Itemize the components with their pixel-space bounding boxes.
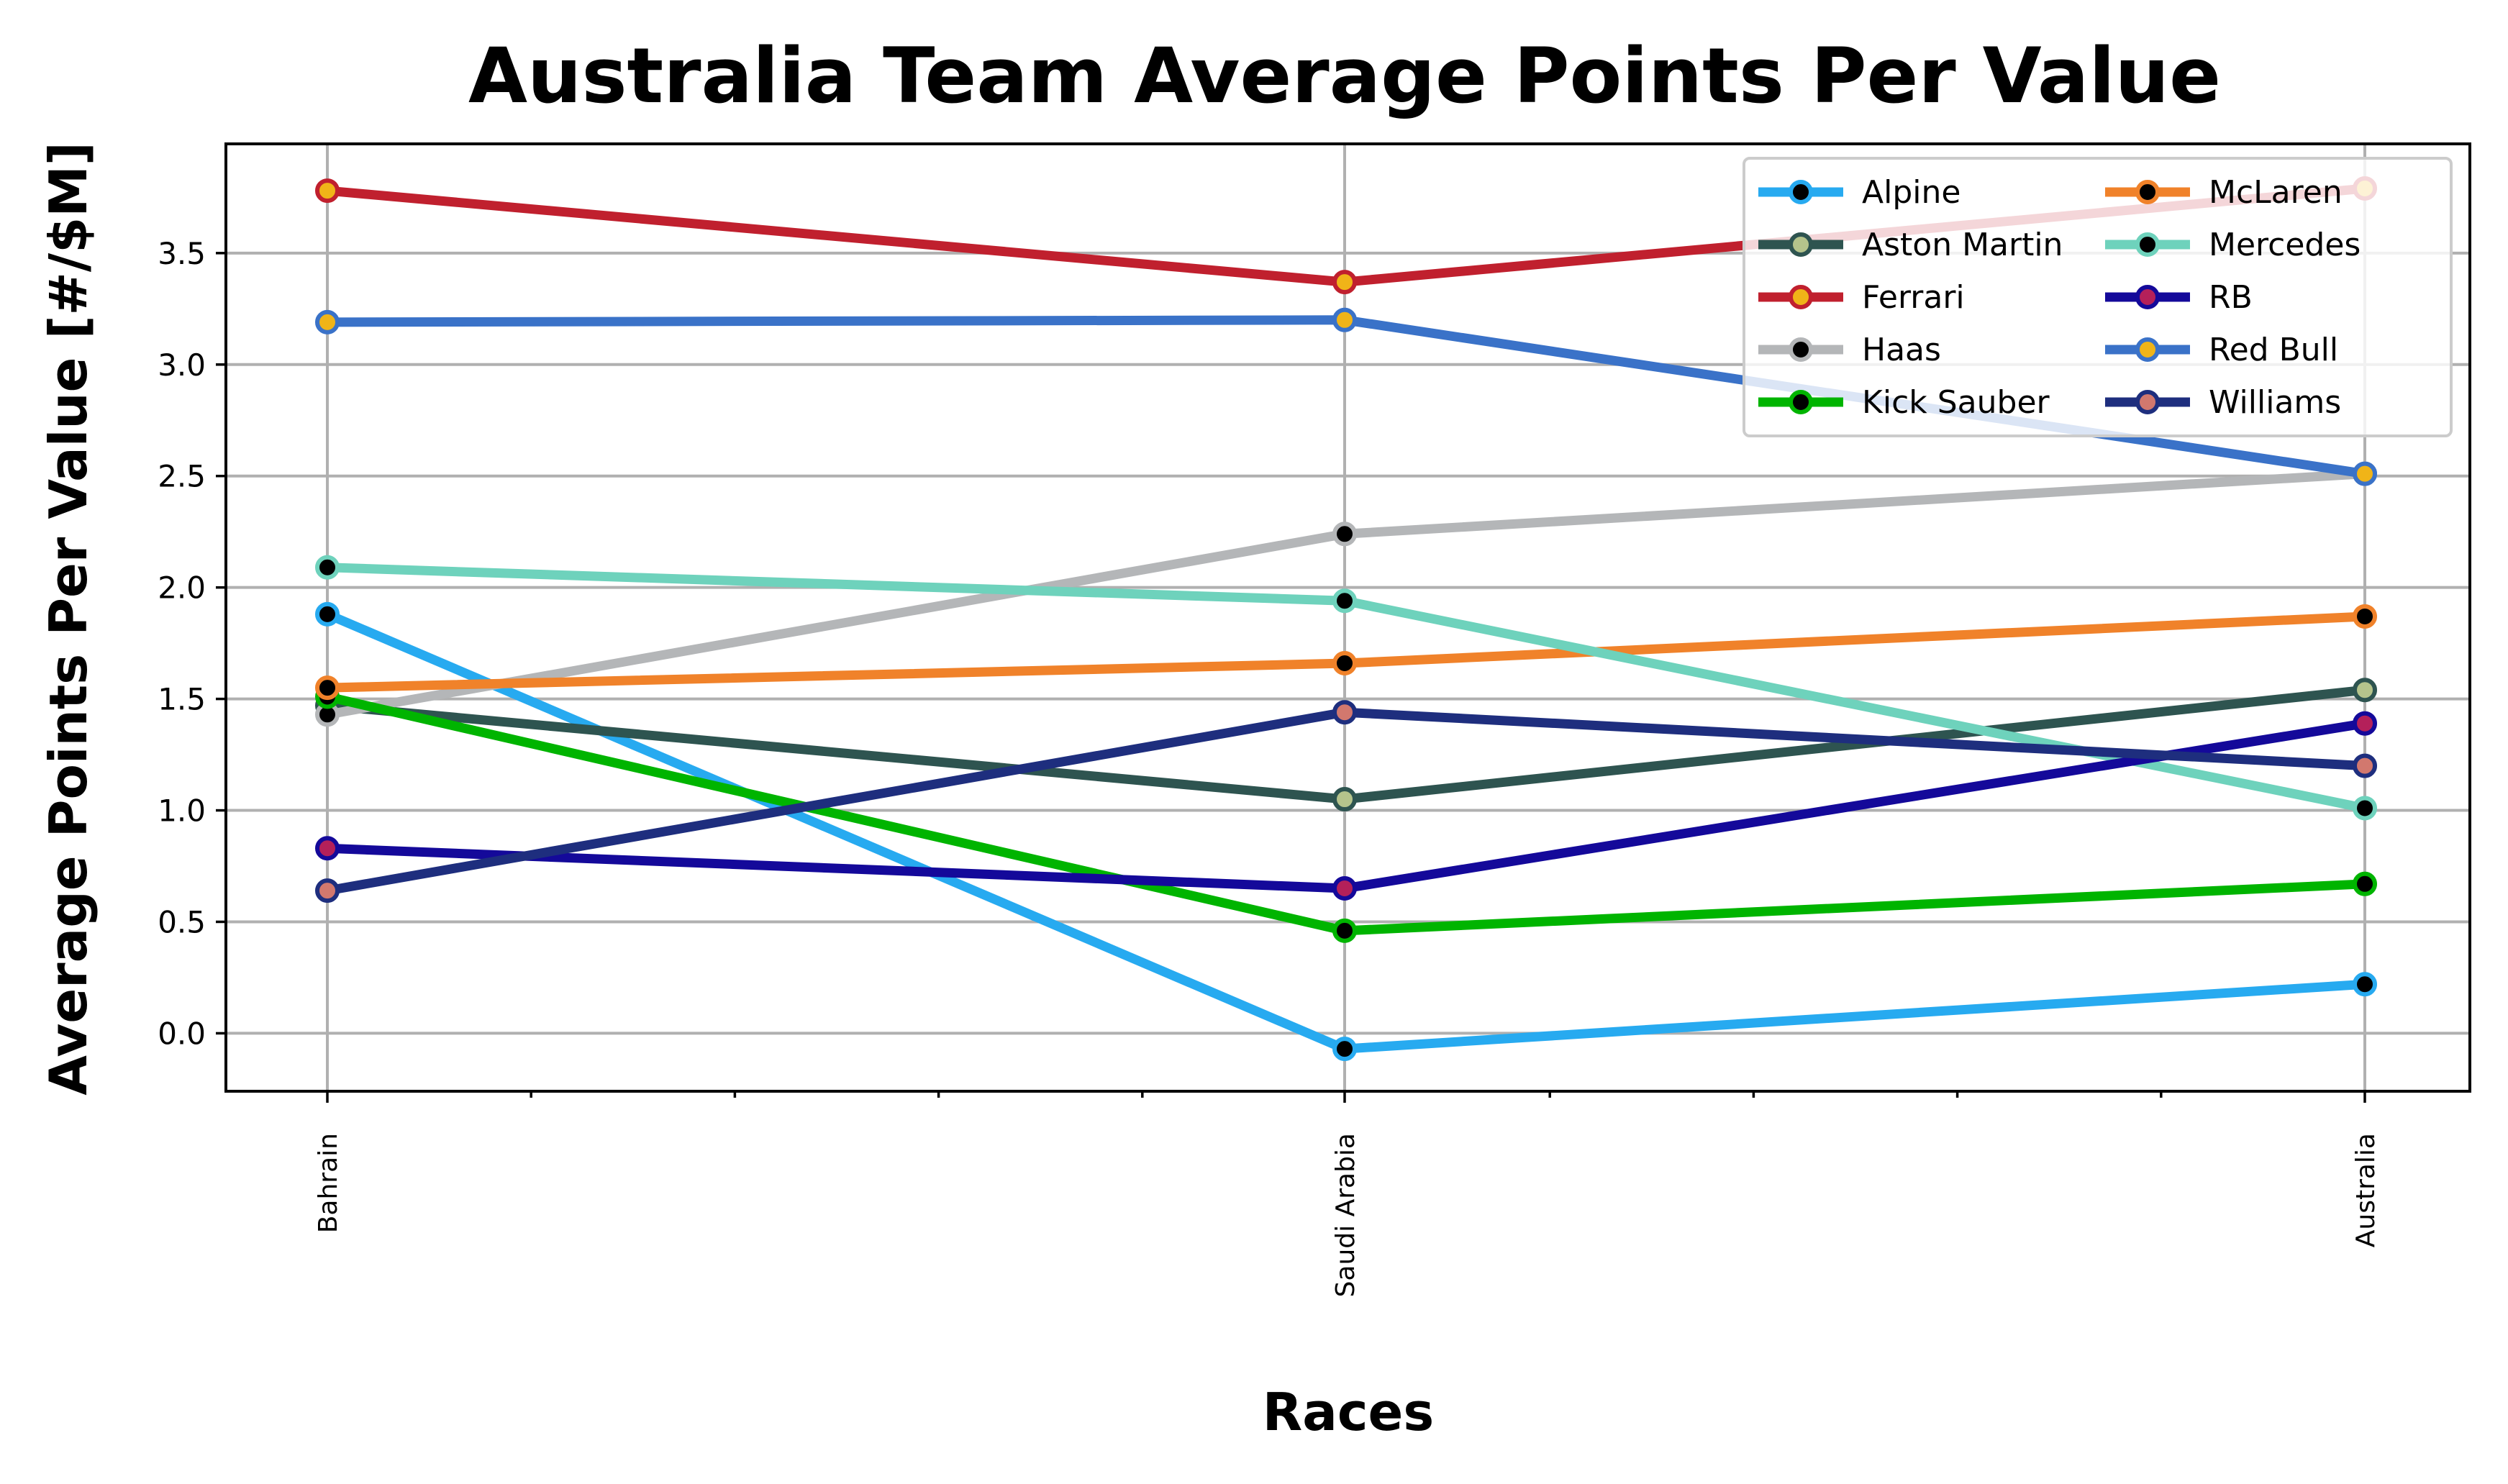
data-point-mercedes <box>1332 588 1357 614</box>
legend-item-red-bull: Red Bull <box>2105 332 2338 368</box>
y-tick-label: 2.0 <box>158 570 206 606</box>
y-tick-label: 1.0 <box>158 793 206 829</box>
data-point-williams <box>1332 700 1357 725</box>
legend-label: Mercedes <box>2209 227 2361 263</box>
series-mercedes <box>315 555 2377 821</box>
legend-marker <box>2135 285 2160 309</box>
series-layer <box>315 176 2377 1062</box>
legend-item-haas: Haas <box>1758 332 1941 368</box>
legend-item-ferrari: Ferrari <box>1758 279 1965 316</box>
data-point-mclaren <box>1332 651 1357 676</box>
legend-marker <box>2135 390 2160 414</box>
legend-item-aston-martin: Aston Martin <box>1758 227 2063 263</box>
data-point-williams <box>315 878 340 903</box>
y-axis-ticks: 0.0 0.5 1.0 1.5 2.0 2.5 3.0 3.5 <box>158 236 226 1051</box>
legend-label: RB <box>2209 279 2253 316</box>
data-point-mercedes <box>2353 796 2377 821</box>
data-point-mercedes <box>315 555 340 580</box>
legend-marker <box>1789 390 1813 414</box>
data-point-ferrari <box>1332 270 1357 295</box>
legend: Alpine Aston Martin Ferrari Haas Kick Sauber… <box>1743 157 2453 437</box>
legend-label: Aston Martin <box>1862 227 2063 263</box>
data-point-red-bull <box>2353 461 2377 486</box>
y-axis-label: Average Points Per Value [#/$M] <box>38 142 99 1096</box>
legend-box <box>1743 157 2453 437</box>
legend-item-williams: Williams <box>2105 384 2341 421</box>
y-tick-label: 1.5 <box>158 682 206 717</box>
data-point-kick-sauber <box>2353 871 2377 896</box>
data-point-haas <box>1332 522 1357 547</box>
x-axis-label: Races <box>1263 1382 1434 1442</box>
data-point-red-bull <box>315 309 340 334</box>
legend-marker <box>1789 180 1813 204</box>
legend-label: Haas <box>1862 332 1941 368</box>
y-tick-label: 3.0 <box>158 347 206 383</box>
legend-item-alpine: Alpine <box>1758 174 1960 211</box>
data-point-aston-martin <box>2353 678 2377 703</box>
series-alpine <box>315 601 2377 1062</box>
y-tick-label: 0.5 <box>158 904 206 939</box>
data-point-rb <box>1332 876 1357 901</box>
data-point-ferrari <box>315 178 340 204</box>
legend-marker <box>2135 232 2160 257</box>
x-tick-label: Bahrain <box>314 1133 343 1233</box>
data-point-red-bull <box>1332 307 1357 332</box>
legend-marker <box>1789 337 1813 362</box>
legend-marker <box>2135 337 2160 362</box>
data-point-mclaren <box>2353 604 2377 629</box>
data-point-rb <box>315 836 340 861</box>
data-point-alpine <box>1332 1037 1357 1062</box>
legend-item-mercedes: Mercedes <box>2105 227 2361 263</box>
legend-item-kick-sauber: Kick Sauber <box>1758 384 2050 421</box>
legend-marker <box>1789 285 1813 309</box>
legend-item-mclaren: McLaren <box>2105 174 2343 211</box>
y-tick-label: 3.5 <box>158 236 206 271</box>
data-point-williams <box>2353 753 2377 778</box>
x-tick-label: Saudi Arabia <box>1331 1133 1360 1297</box>
legend-label: Red Bull <box>2209 332 2338 368</box>
legend-label: Ferrari <box>1862 279 1965 316</box>
data-point-alpine <box>2353 972 2377 997</box>
chart-title: Australia Team Average Points Per Value <box>468 32 2221 120</box>
series-williams <box>315 700 2377 903</box>
x-tick-label: Australia <box>2351 1133 2381 1247</box>
plot-frame <box>224 142 2471 1093</box>
data-point-aston-martin <box>1332 787 1357 812</box>
data-point-mclaren <box>315 675 340 701</box>
x-axis-ticks: Bahrain Saudi Arabia Australia <box>314 1091 2381 1297</box>
legend-marker <box>1789 232 1813 257</box>
legend-label: Alpine <box>1862 174 1960 211</box>
legend-marker <box>2135 180 2160 204</box>
data-point-rb <box>2353 711 2377 736</box>
series-rb <box>315 711 2377 901</box>
legend-label: Williams <box>2209 384 2341 421</box>
data-point-kick-sauber <box>1332 918 1357 943</box>
legend-item-rb: RB <box>2105 279 2253 316</box>
y-tick-label: 2.5 <box>158 459 206 494</box>
y-tick-label: 0.0 <box>158 1016 206 1051</box>
legend-label: McLaren <box>2209 174 2343 211</box>
legend-label: Kick Sauber <box>1862 384 2050 421</box>
data-point-alpine <box>315 601 340 627</box>
series-mclaren <box>315 604 2377 701</box>
